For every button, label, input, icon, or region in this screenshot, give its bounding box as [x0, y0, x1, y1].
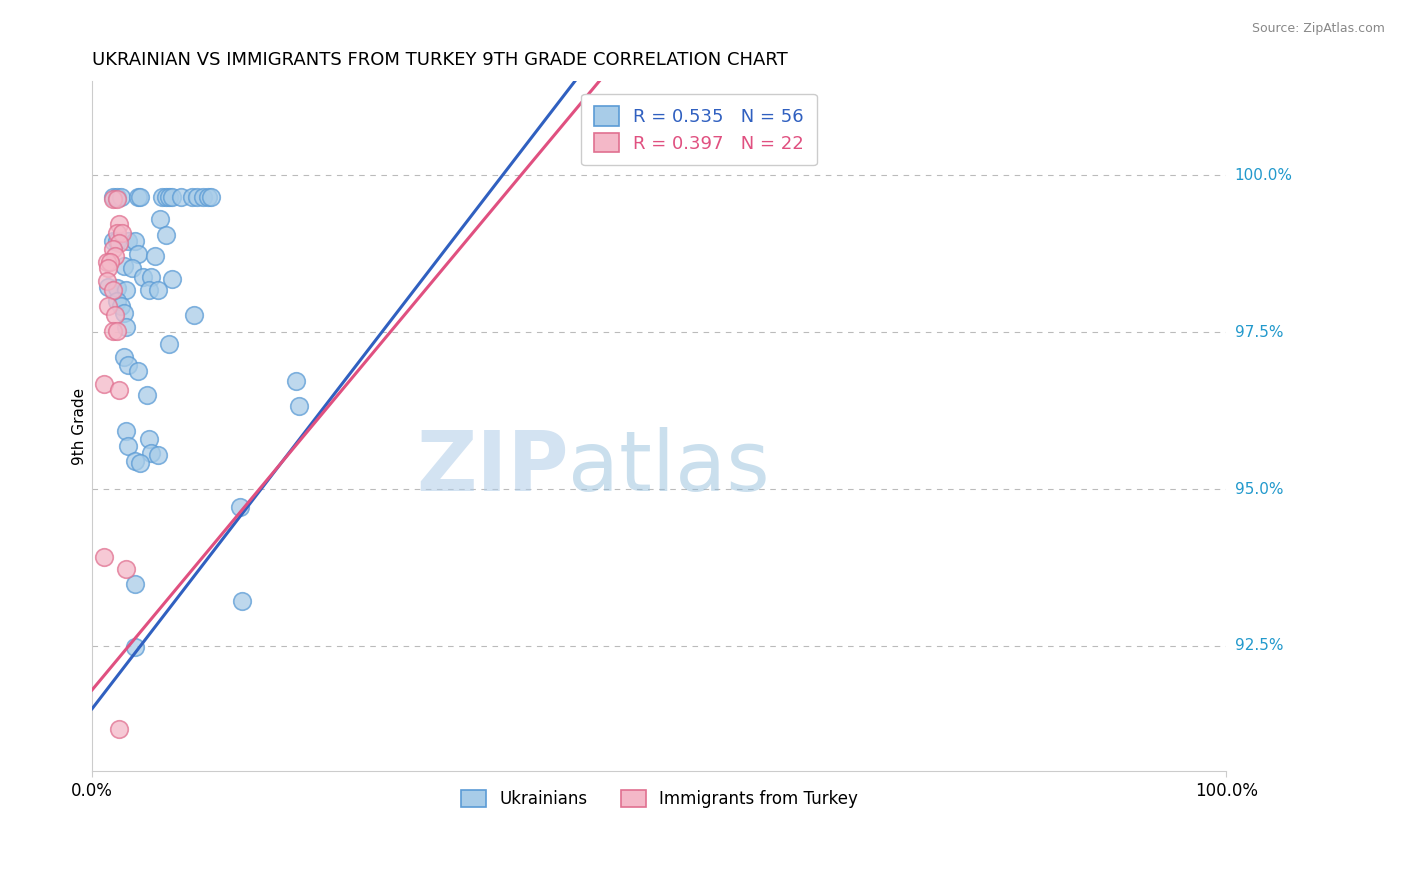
Point	[96, 255, 118, 269]
Point	[105, 281, 128, 295]
Point	[108, 383, 131, 397]
Point	[193, 190, 215, 204]
Y-axis label: 9th Grade: 9th Grade	[72, 388, 87, 465]
Point	[101, 192, 124, 206]
Point	[186, 190, 208, 204]
Point	[124, 577, 146, 591]
Point	[101, 190, 124, 204]
Point	[121, 261, 143, 276]
Point	[105, 190, 128, 204]
Point	[104, 308, 127, 322]
Point	[93, 549, 115, 564]
Point	[101, 283, 124, 297]
Point	[105, 192, 128, 206]
Point	[128, 456, 150, 470]
Point	[101, 235, 124, 249]
Point	[160, 272, 183, 286]
Point	[105, 324, 128, 338]
Point	[155, 190, 177, 204]
Text: 100.0%: 100.0%	[1234, 168, 1292, 183]
Point	[160, 190, 183, 204]
Point	[97, 280, 120, 294]
Point	[110, 299, 132, 313]
Point	[197, 190, 219, 204]
Point	[115, 320, 138, 334]
Point	[183, 308, 205, 322]
Text: 95.0%: 95.0%	[1234, 482, 1284, 497]
Text: 92.5%: 92.5%	[1234, 639, 1284, 654]
Point	[111, 226, 134, 240]
Point	[146, 283, 169, 297]
Point	[152, 190, 174, 204]
Point	[169, 190, 191, 204]
Point	[104, 249, 127, 263]
Point	[124, 454, 146, 468]
Legend: Ukrainians, Immigrants from Turkey: Ukrainians, Immigrants from Turkey	[454, 783, 865, 814]
Point	[112, 306, 135, 320]
Point	[231, 593, 253, 607]
Point	[127, 364, 149, 378]
Point	[117, 358, 139, 372]
Point	[115, 562, 138, 576]
Point	[138, 283, 160, 297]
Point	[135, 388, 157, 402]
Point	[287, 399, 309, 413]
Point	[110, 190, 132, 204]
Point	[101, 324, 124, 338]
Text: 97.5%: 97.5%	[1234, 325, 1284, 340]
Point	[105, 293, 128, 308]
Point	[101, 243, 124, 257]
Point	[117, 235, 139, 249]
Point	[97, 299, 120, 313]
Point	[127, 190, 149, 204]
Point	[155, 227, 177, 242]
Point	[149, 212, 172, 227]
Point	[157, 336, 180, 351]
Point	[108, 722, 131, 736]
Point	[105, 226, 128, 240]
Text: UKRAINIAN VS IMMIGRANTS FROM TURKEY 9TH GRADE CORRELATION CHART: UKRAINIAN VS IMMIGRANTS FROM TURKEY 9TH …	[93, 51, 787, 69]
Point	[97, 261, 120, 276]
Point	[181, 190, 204, 204]
Text: Source: ZipAtlas.com: Source: ZipAtlas.com	[1251, 22, 1385, 36]
Point	[146, 448, 169, 462]
Point	[141, 270, 163, 285]
Point	[105, 235, 128, 249]
Point	[124, 640, 146, 655]
Point	[128, 190, 150, 204]
Point	[112, 260, 135, 274]
Point	[228, 500, 250, 514]
Point	[112, 351, 135, 365]
Point	[124, 235, 146, 249]
Point	[108, 236, 131, 251]
Point	[108, 218, 131, 232]
Point	[200, 190, 222, 204]
Point	[117, 439, 139, 453]
Point	[285, 374, 308, 388]
Point	[141, 446, 163, 460]
Point	[138, 432, 160, 446]
Text: ZIP: ZIP	[416, 427, 568, 508]
Point	[98, 255, 121, 269]
Point	[127, 247, 149, 261]
Point	[115, 425, 138, 439]
Text: atlas: atlas	[568, 427, 770, 508]
Point	[143, 249, 166, 263]
Point	[115, 283, 138, 297]
Point	[157, 190, 180, 204]
Point	[132, 270, 155, 285]
Point	[96, 274, 118, 288]
Point	[93, 376, 115, 391]
